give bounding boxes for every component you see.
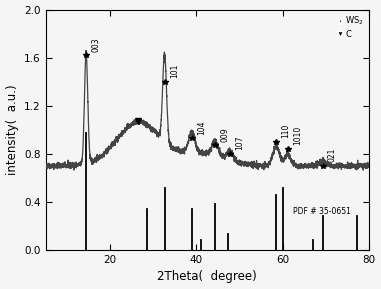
Text: 104: 104 bbox=[197, 120, 206, 135]
Text: PDF # 35-0651: PDF # 35-0651 bbox=[293, 207, 351, 216]
X-axis label: 2Theta(  degree): 2Theta( degree) bbox=[157, 271, 257, 284]
Text: 101: 101 bbox=[170, 64, 179, 78]
Text: 110: 110 bbox=[282, 124, 290, 138]
Text: 107: 107 bbox=[235, 136, 244, 150]
Text: 1010: 1010 bbox=[293, 126, 302, 145]
Text: 009: 009 bbox=[220, 127, 229, 142]
Text: 021: 021 bbox=[328, 148, 337, 162]
Legend: WS$_2$, C: WS$_2$, C bbox=[338, 14, 365, 39]
Y-axis label: intensity(  a.u.): intensity( a.u.) bbox=[6, 84, 19, 175]
Text: 003: 003 bbox=[91, 37, 100, 52]
